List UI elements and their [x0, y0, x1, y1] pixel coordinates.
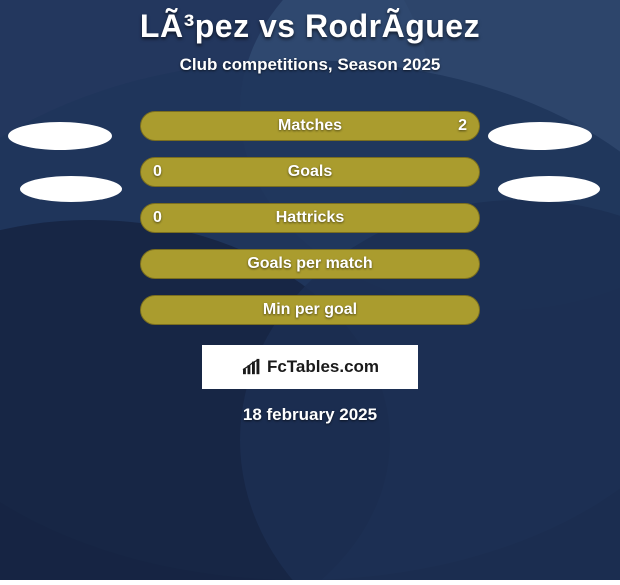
stat-left-value: 0 [153, 209, 162, 227]
dateline: 18 february 2025 [0, 405, 620, 425]
stat-left-value: 0 [153, 163, 162, 181]
decorative-ellipse [488, 122, 592, 150]
stat-row: Goals0 [140, 157, 480, 187]
stat-row: Matches2 [140, 111, 480, 141]
chart-bars-icon [241, 358, 263, 376]
content: LÃ³pez vs RodrÃ­guez Club competitions, … [0, 0, 620, 425]
stat-row: Goals per match [140, 249, 480, 279]
page-title: LÃ³pez vs RodrÃ­guez [0, 8, 620, 45]
stat-label: Matches [141, 117, 479, 135]
decorative-ellipse [498, 176, 600, 202]
stat-label: Hattricks [141, 209, 479, 227]
stat-label: Min per goal [141, 301, 479, 319]
stat-row: Min per goal [140, 295, 480, 325]
stat-label: Goals [141, 163, 479, 181]
brand-box[interactable]: FcTables.com [202, 345, 418, 389]
decorative-ellipse [8, 122, 112, 150]
stat-row: Hattricks0 [140, 203, 480, 233]
decorative-ellipse [20, 176, 122, 202]
stat-right-value: 2 [458, 117, 467, 135]
brand-text: FcTables.com [267, 357, 379, 377]
subtitle: Club competitions, Season 2025 [0, 55, 620, 75]
stat-label: Goals per match [141, 255, 479, 273]
